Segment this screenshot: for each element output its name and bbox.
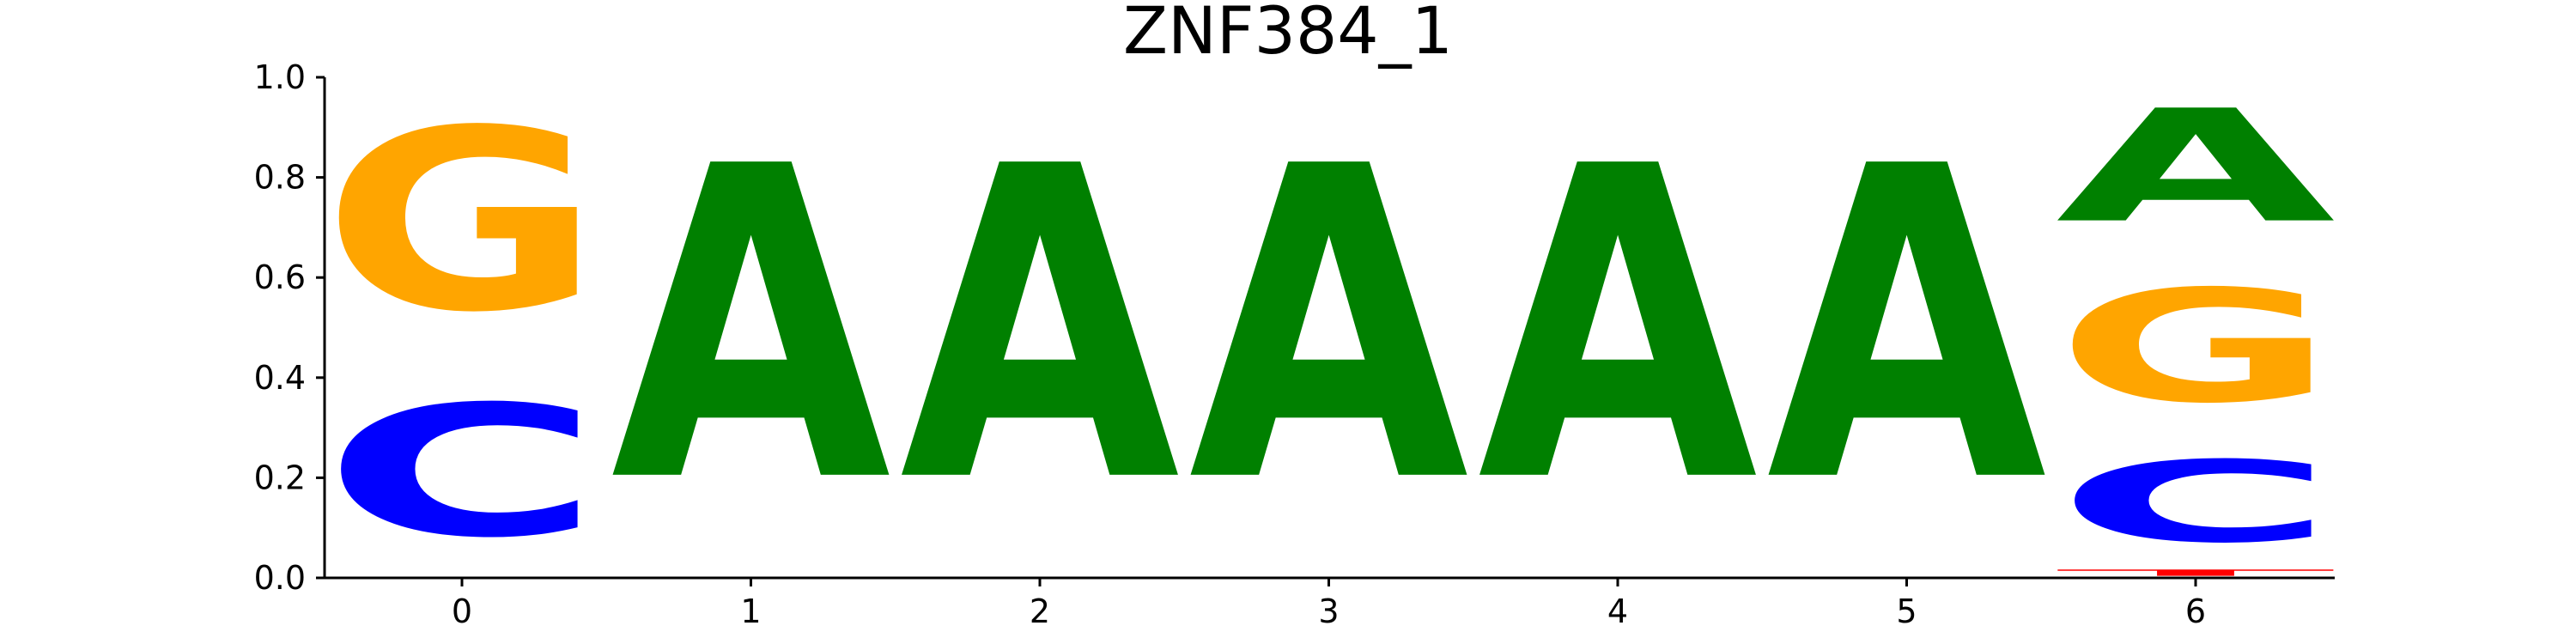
x-tick-label: 1 <box>740 592 761 630</box>
x-ticks: 0 1 2 3 4 5 6 <box>452 578 2206 630</box>
logo-letter-c: C <box>322 367 602 577</box>
y-tick-label: 0.4 <box>254 359 306 397</box>
logo-letter-t: T <box>2056 568 2338 578</box>
x-tick-label: 3 <box>1318 592 1339 630</box>
logo-letter-a: A <box>1189 77 1472 577</box>
y-tick-label: 0.0 <box>254 559 306 597</box>
logo-letter-a: A <box>611 77 894 577</box>
x-tick-label: 2 <box>1030 592 1050 630</box>
logo-letter-g: G <box>2056 257 2336 437</box>
chart-title: ZNF384_1 <box>1123 0 1453 69</box>
logo-letter-glyph: T <box>2056 568 2338 578</box>
y-tick-label: 0.2 <box>254 459 306 496</box>
logo-letter-glyph: C <box>2056 438 2336 568</box>
y-tick-label: 0.6 <box>254 258 306 296</box>
logo-letter-glyph: A <box>2056 77 2338 258</box>
logo-letter-glyph: A <box>1767 77 2050 577</box>
x-tick-label: 0 <box>452 592 472 630</box>
x-tick-label: 6 <box>2185 592 2206 630</box>
logo-letter-g: G <box>322 77 602 368</box>
logo-letter-glyph: A <box>611 77 894 577</box>
logo-letter-glyph: A <box>1478 77 1760 577</box>
logo-letter-a: A <box>1767 77 2050 577</box>
logo-letter-a: A <box>2056 77 2338 258</box>
y-ticks: 0.0 0.2 0.4 0.6 0.8 1.0 <box>254 58 325 597</box>
y-tick-label: 0.8 <box>254 159 306 197</box>
x-tick-label: 5 <box>1896 592 1917 630</box>
x-tick-label: 4 <box>1607 592 1628 630</box>
logo-letter-c: C <box>2056 438 2336 568</box>
logo-letter-glyph: A <box>900 77 1182 577</box>
logo-letter-glyph: C <box>322 367 602 577</box>
y-tick-label: 1.0 <box>254 58 306 96</box>
logo-letter-glyph: G <box>322 77 602 368</box>
logo-letter-a: A <box>900 77 1182 577</box>
logo-letter-a: A <box>1478 77 1760 577</box>
logo-letter-glyph: A <box>1189 77 1472 577</box>
logo-letter-glyph: G <box>2056 257 2336 437</box>
